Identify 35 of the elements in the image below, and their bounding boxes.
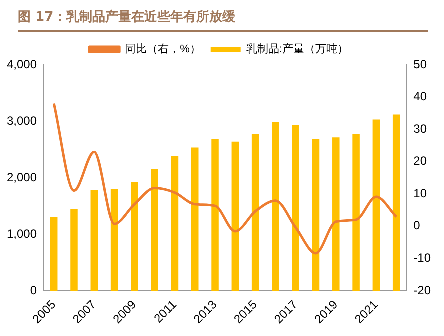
y2-tick-label: 50 (414, 57, 428, 72)
bar (352, 134, 360, 291)
legend-label: 乳制品:产量（万吨） (246, 42, 348, 56)
bar (392, 114, 400, 291)
y-tick-label: 0 (30, 283, 38, 298)
y2-tick-label: 40 (414, 90, 428, 104)
bar (131, 182, 138, 291)
y2-tick-label: -20 (414, 283, 432, 298)
bar (332, 138, 340, 291)
line-series (52, 102, 398, 255)
bar (90, 190, 98, 291)
bar (171, 156, 179, 291)
bar (192, 148, 199, 291)
bar (151, 170, 158, 291)
y2-tick-label: 20 (414, 154, 428, 168)
bar (372, 120, 380, 291)
bar (110, 189, 118, 291)
bar (252, 134, 260, 291)
y2-tick-label: 30 (414, 122, 428, 136)
y-tick-label: 1,000 (7, 226, 38, 241)
legend-label: 同比（右，%） (125, 42, 201, 56)
y2-tick-label: 0 (414, 218, 421, 233)
y-tick-label: 4,000 (7, 57, 38, 72)
bar (292, 125, 300, 291)
chart-title: 图 17：乳制品产量在近些年有所放缓 (18, 8, 428, 32)
y-tick-label: 2,000 (7, 170, 38, 184)
bar (50, 216, 58, 291)
bar (232, 142, 240, 291)
bar (212, 138, 219, 291)
bar (312, 139, 320, 291)
bar (70, 209, 78, 291)
y2-tick-label: -10 (414, 250, 432, 265)
y2-tick-label: 10 (414, 186, 428, 200)
bar (272, 122, 280, 291)
y-tick-label: 3,000 (7, 114, 38, 128)
